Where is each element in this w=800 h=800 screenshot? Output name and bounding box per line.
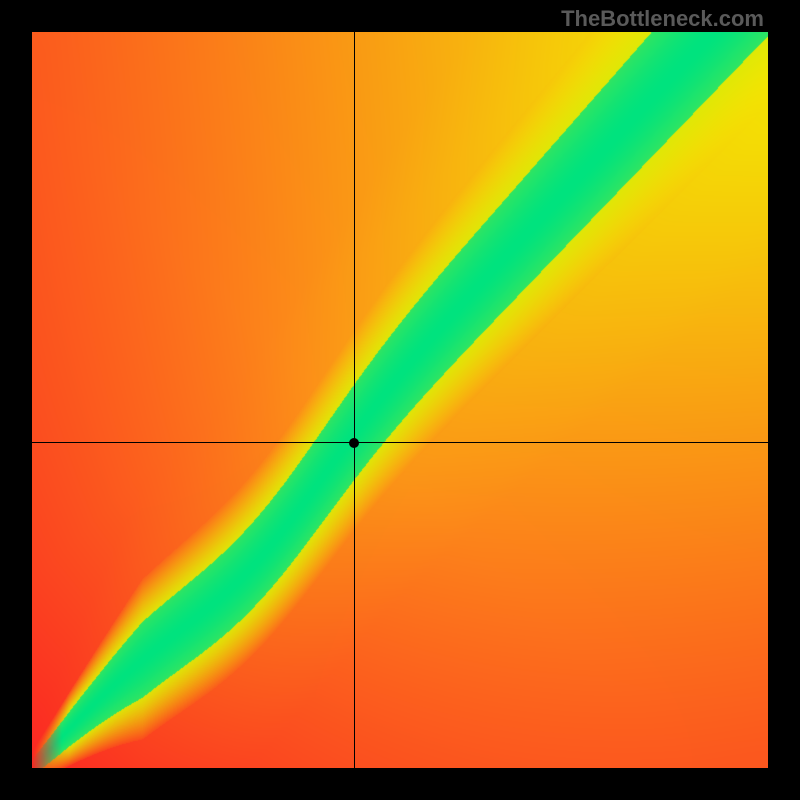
heatmap-canvas (32, 32, 768, 768)
watermark-text: TheBottleneck.com (561, 6, 764, 32)
crosshair-horizontal (32, 442, 768, 443)
crosshair-marker (349, 438, 359, 448)
crosshair-vertical (354, 32, 355, 768)
heatmap-plot (32, 32, 768, 768)
